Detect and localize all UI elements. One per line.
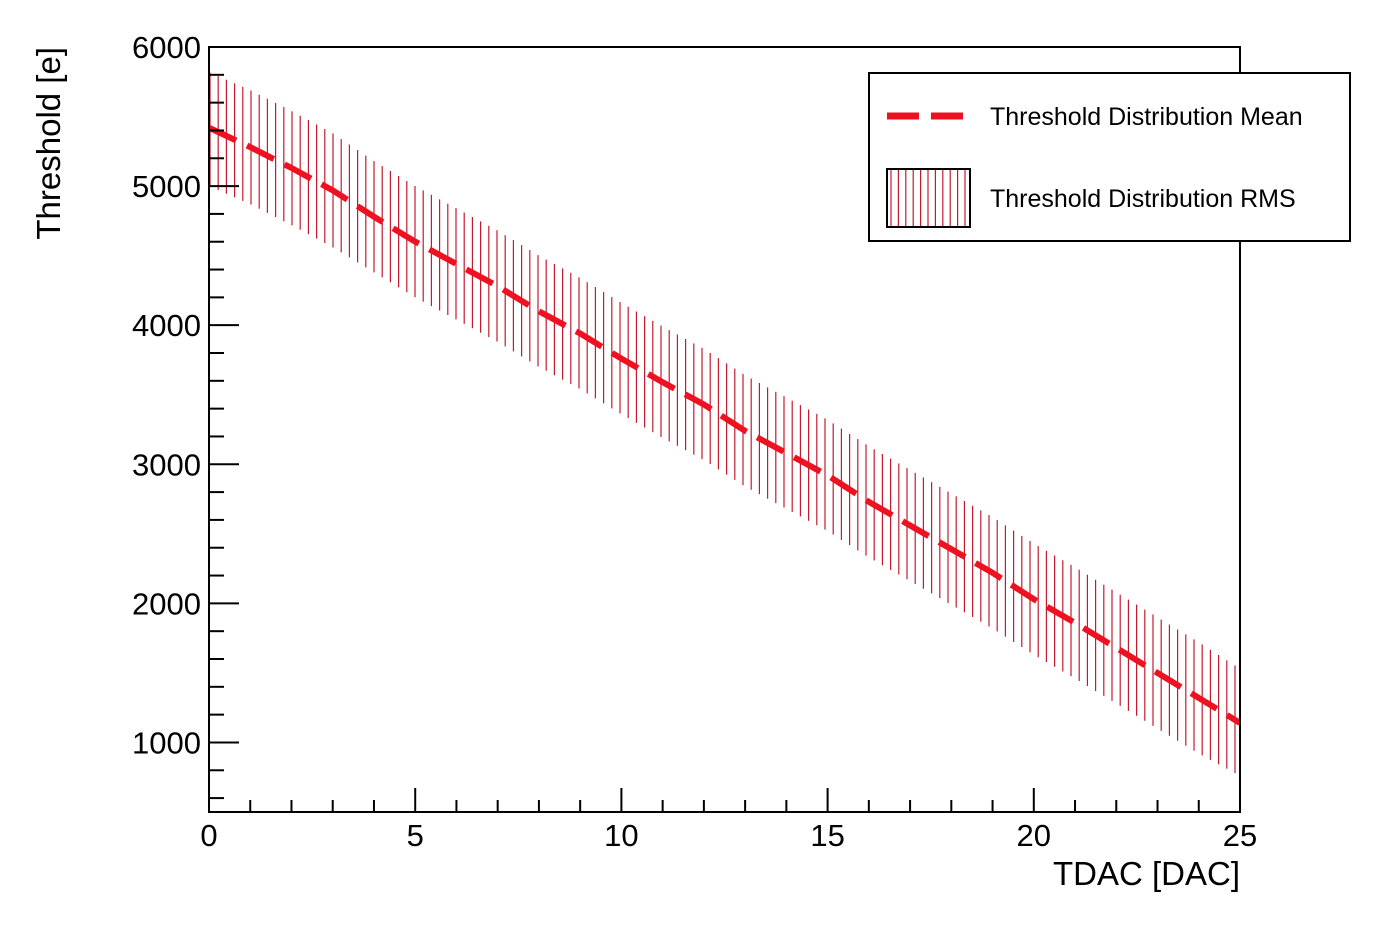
y-axis: 1000 2000 3000 4000 5000 6000 [132, 30, 239, 800]
mean-line [209, 124, 1240, 726]
legend: Threshold Distribution Mean Threshold Di… [868, 72, 1351, 242]
x-axis-title: TDAC [DAC] [1053, 855, 1240, 892]
y-tick-label-4: 5000 [132, 169, 201, 204]
y-tick-label-1: 2000 [132, 586, 201, 621]
x-tick-label-0: 0 [200, 818, 217, 853]
y-axis-title: Threshold [e] [30, 47, 67, 240]
plot-frame [208, 46, 1241, 813]
legend-swatch-rms [886, 168, 971, 228]
x-tick-label-1: 5 [407, 818, 424, 853]
legend-label-rms: Threshold Distribution RMS [990, 185, 1296, 213]
x-tick-label-3: 15 [810, 818, 844, 853]
x-tick-label-4: 20 [1017, 818, 1051, 853]
y-tick-label-0: 1000 [132, 725, 201, 760]
x-tick-label-2: 10 [604, 818, 638, 853]
legend-label-mean: Threshold Distribution Mean [990, 103, 1303, 131]
y-tick-label-5: 6000 [132, 30, 201, 65]
x-tick-label-5: 25 [1223, 818, 1257, 853]
y-tick-label-3: 4000 [132, 308, 201, 343]
mean-series [209, 124, 1240, 726]
x-axis: 0 5 10 15 20 25 [200, 788, 1257, 853]
y-tick-label-2: 3000 [132, 447, 201, 482]
